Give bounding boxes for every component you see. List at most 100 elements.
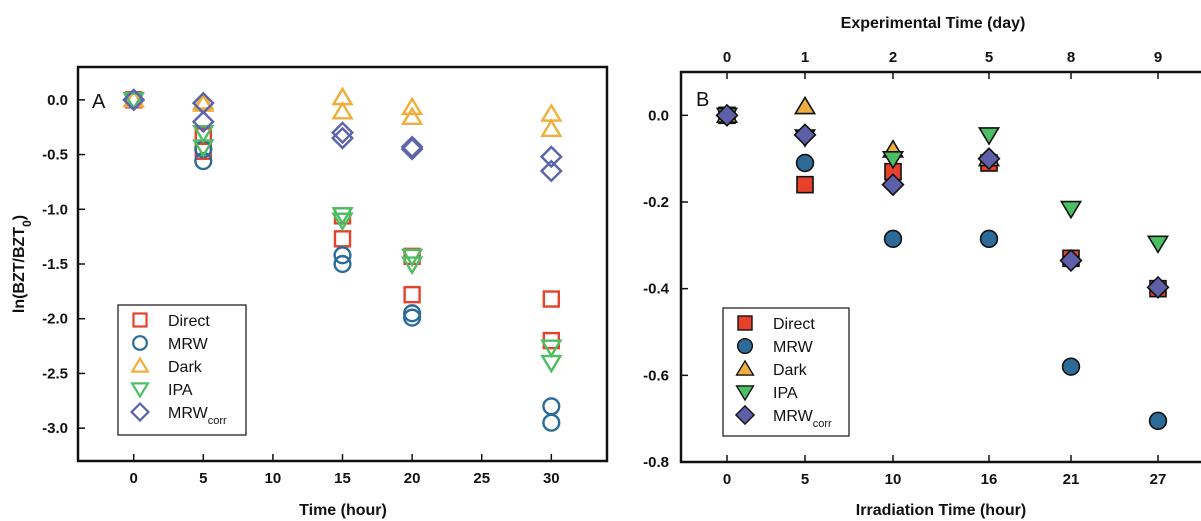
legend-label-direct: Direct <box>773 316 815 333</box>
y-tick-label: 0.0 <box>648 107 669 124</box>
legend-label-dark: Dark <box>168 359 203 376</box>
legend-label-mrw: MRW <box>168 336 209 353</box>
top-tick-label: 8 <box>1067 49 1075 66</box>
y-tick-label: -0.6 <box>643 367 669 384</box>
panel-a-ticks: 0 5 10 15 20 25 30 0.0 -0.5 -1.0 -1.5 -2.0 -2.5 -3.0 <box>42 92 560 487</box>
data-point-mrwcorr <box>539 145 563 169</box>
data-point-direct <box>333 230 352 248</box>
data-point-mrwcorr <box>1059 248 1083 273</box>
data-point-ipa <box>540 354 563 374</box>
data-point-mrw <box>403 308 422 327</box>
legend-label-ipa: IPA <box>168 382 193 399</box>
data-point-mrw <box>333 254 352 274</box>
data-point-dark <box>331 100 354 120</box>
data-point-ipa <box>192 124 215 144</box>
legend-marker-direct <box>737 315 753 331</box>
data-point-dark <box>400 96 424 116</box>
x-tick-label: 15 <box>334 470 351 487</box>
y-tick-label: -2.0 <box>42 311 68 328</box>
legend-marker-mrwcorr <box>734 404 756 426</box>
data-point-mrw <box>542 413 561 432</box>
top-tick-label: 5 <box>985 49 993 66</box>
data-point-mrw <box>1061 357 1081 376</box>
data-point-ipa <box>1146 235 1170 254</box>
data-point-dark <box>400 106 424 126</box>
data-point-mrwcorr <box>539 159 563 183</box>
data-point-dark <box>540 103 563 122</box>
x-tick-label: 21 <box>1063 471 1080 488</box>
x-tick-label: 25 <box>473 470 490 487</box>
y-tick-label: -1.0 <box>42 201 68 218</box>
y-tick-label: -3.0 <box>42 420 68 437</box>
y-axis-title-base: ln(BZT/BZT <box>11 227 28 313</box>
legend-marker-ipa <box>735 385 755 402</box>
data-point-ipa <box>540 339 563 359</box>
data-point-mrw <box>795 153 815 173</box>
y-tick-label: -1.5 <box>42 256 68 273</box>
legend-marker-mrwcorr <box>129 401 151 423</box>
panel-a-letter: A <box>92 91 106 113</box>
data-point-mrwcorr <box>400 135 424 159</box>
x-tick-label: 20 <box>404 470 421 487</box>
data-point-mrwcorr <box>793 123 817 147</box>
data-point-mrwcorr <box>191 110 215 134</box>
x-tick-label: 10 <box>885 471 902 488</box>
legend-marker-dark <box>130 356 150 373</box>
data-point-ipa <box>122 92 145 111</box>
y-axis-title-close: ) <box>11 215 28 220</box>
panel-a-points <box>122 86 563 432</box>
x-tick-label: 30 <box>543 470 560 487</box>
legend-marker-mrw <box>132 335 148 351</box>
panel-b-letter: B <box>696 89 709 111</box>
legend-label-mrw: MRW <box>773 339 814 356</box>
data-point-mrwcorr <box>881 173 905 197</box>
data-point-ipa <box>1059 200 1083 220</box>
y-tick-label: -0.8 <box>643 454 669 471</box>
data-point-mrw <box>979 229 999 249</box>
panel-b-points <box>715 95 1170 431</box>
panel-a-y-axis-title: ln(BZT/BZT0) <box>11 215 34 313</box>
data-point-mrwcorr <box>331 121 354 145</box>
panel-b-ticks: 0 5 10 16 21 27 0 1 2 5 8 9 0.0 -0.2 -0.4 -0.6 -0.8 <box>643 49 1166 488</box>
data-point-ipa <box>331 212 354 232</box>
data-point-mrwcorr <box>122 88 146 112</box>
data-point-mrw <box>1148 411 1168 431</box>
data-point-ipa <box>881 150 905 170</box>
x-tick-label: 5 <box>199 470 207 487</box>
legend-marker-mrw <box>736 337 754 355</box>
data-point-ipa <box>977 127 1001 146</box>
x-tick-label: 5 <box>801 471 809 488</box>
legend-label-direct: Direct <box>168 313 210 330</box>
data-point-mrwcorr <box>1146 275 1170 299</box>
data-point-mrwcorr <box>715 103 739 127</box>
data-point-ipa <box>192 139 215 158</box>
legend-marker-dark <box>735 359 755 376</box>
data-point-mrwcorr <box>977 147 1001 171</box>
data-point-dark <box>793 95 817 115</box>
x-tick-label: 0 <box>130 470 138 487</box>
panel-b-top-axis-title: Experimental Time (day) <box>841 15 1026 32</box>
data-point-direct <box>542 290 561 308</box>
y-axis-title-sub: 0 <box>20 220 34 227</box>
y-tick-label: -2.5 <box>42 365 68 382</box>
data-point-mrw <box>333 246 352 265</box>
top-tick-label: 1 <box>801 49 809 66</box>
legend-label-dark: Dark <box>773 362 808 379</box>
panel-a: A 0 5 10 15 20 25 30 0.0 -0.5 -1.0 -1.5 -2.0 -2.5 -3.… <box>11 65 609 519</box>
data-point-dark <box>540 118 563 138</box>
panel-b: B 0 5 10 16 21 27 0 1 2 5 8 9 0.0 -0.2 -0.4 -0.6 -0.8 Ir… <box>643 15 1201 519</box>
x-tick-label: 27 <box>1150 471 1167 488</box>
y-tick-label: -0.2 <box>643 194 669 211</box>
top-tick-label: 2 <box>889 49 897 66</box>
data-point-ipa <box>400 256 424 275</box>
x-tick-label: 0 <box>723 471 731 488</box>
data-point-mrwcorr <box>400 137 424 161</box>
data-point-direct <box>796 175 814 194</box>
top-tick-label: 0 <box>723 49 731 66</box>
data-point-mrwcorr <box>331 126 354 150</box>
legend-marker-direct <box>132 312 148 328</box>
panel-b-frame <box>679 70 1201 464</box>
